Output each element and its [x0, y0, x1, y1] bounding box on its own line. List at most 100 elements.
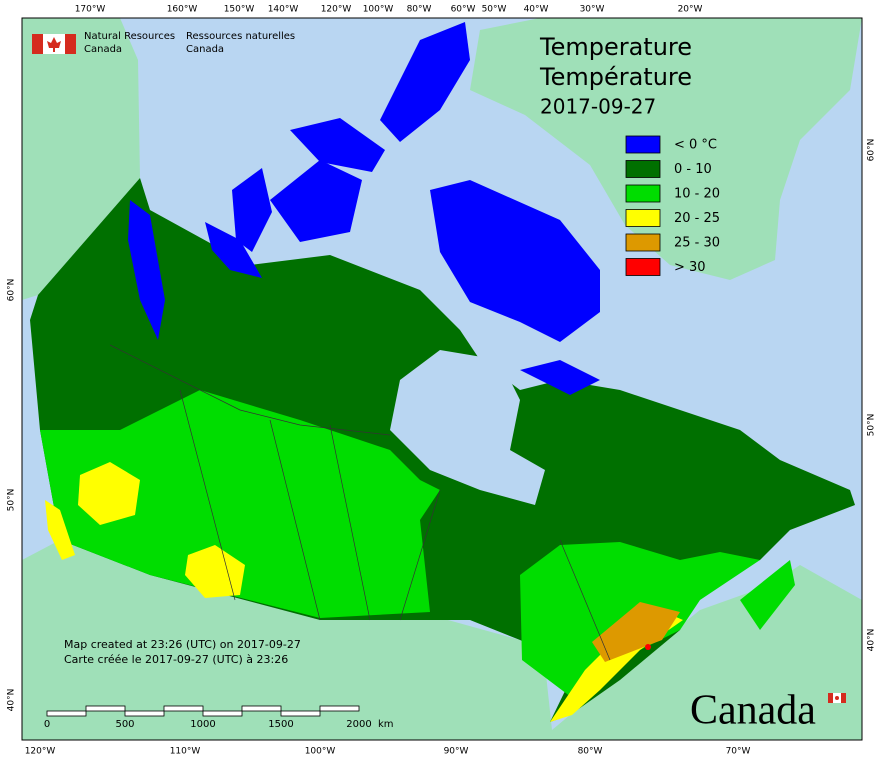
scale-segment: [124, 710, 165, 717]
graticule-right: 40°N: [867, 629, 877, 652]
border: [329, 424, 371, 621]
graticule-bottom: 120°W: [25, 747, 56, 757]
scale-segment: [319, 705, 360, 712]
graticule-right: 50°N: [867, 414, 877, 437]
zone-10-20-west: [40, 390, 440, 618]
graticule-top: 170°W: [75, 5, 106, 15]
legend-label: 0 - 10: [674, 162, 712, 177]
legend-swatch: [625, 209, 661, 227]
scale-segment: [163, 705, 204, 712]
graticule-top: 120°W: [321, 5, 352, 15]
united-states: [22, 540, 862, 740]
wordmark-text: Canada: [690, 688, 816, 734]
maple-leaf: [47, 37, 61, 52]
wordmark-leaf: [835, 696, 839, 700]
labrador-coast: [520, 360, 600, 395]
zone-20-25-bc: [78, 462, 140, 525]
zone-20-25-prairie: [185, 545, 245, 598]
flag-band: [65, 34, 76, 54]
arctic-islands: [290, 118, 385, 172]
flag-band: [32, 34, 43, 54]
zone-10-20-maritimes: [740, 560, 795, 630]
arctic-coast: [205, 222, 262, 278]
graticule-bottom: 80°W: [578, 747, 603, 757]
wordmark-flag: [841, 693, 846, 703]
border: [179, 389, 236, 601]
graticule-top: 80°W: [407, 5, 432, 15]
zone-over-30: [645, 644, 651, 650]
zone-20-25-coast: [45, 500, 75, 560]
legend-label: > 30: [674, 260, 706, 275]
greenland: [470, 18, 862, 280]
baffin: [430, 180, 600, 342]
graticule-bottom: 70°W: [726, 747, 751, 757]
scale-segment: [241, 705, 282, 712]
scale-label: 0: [44, 719, 50, 730]
agency-fr: Canada: [186, 44, 224, 55]
border: [399, 489, 441, 621]
graticule-left: 40°N: [7, 689, 17, 712]
scale-unit: km: [378, 719, 394, 730]
hudson-bay: [390, 350, 545, 505]
graticule-bottom: 100°W: [305, 747, 336, 757]
yukon-mountains: [128, 200, 165, 340]
scale-segment: [202, 710, 243, 717]
graticule-right: 60°N: [867, 139, 877, 162]
scale-segment: [280, 710, 321, 717]
graticule-top: 30°W: [580, 5, 605, 15]
legend: < 0 °C 0 - 10 10 - 20 20 - 25 25 - 30 > 30: [625, 135, 720, 276]
graticule-top: 60°W: [451, 5, 476, 15]
graticule-top: 50°W: [482, 5, 507, 15]
legend-swatch: [625, 135, 661, 154]
graticule-top: 100°W: [363, 5, 394, 15]
graticule-left: 60°N: [7, 279, 17, 302]
zone-25-30: [592, 602, 680, 662]
agency-fr: Ressources naturelles: [186, 31, 295, 42]
graticule-top: 20°W: [678, 5, 703, 15]
legend-label: 25 - 30: [674, 236, 720, 251]
scale-label: 1500: [268, 719, 293, 730]
graticule-top: 140°W: [268, 5, 299, 15]
legend-swatch: [625, 160, 661, 178]
alaska-siberia: [22, 18, 140, 300]
legend-label: 10 - 20: [674, 187, 720, 202]
graticule-top: 150°W: [224, 5, 255, 15]
title: Température: [539, 63, 692, 91]
scale-label: 1000: [190, 719, 215, 730]
legend-swatch: [625, 184, 661, 203]
map-frame: [21, 17, 863, 741]
border: [559, 539, 611, 661]
date: 2017-09-27: [540, 95, 656, 119]
legend-label: < 0 °C: [674, 138, 717, 153]
scale-bar: 0 500 1000 1500 2000 km: [44, 705, 394, 730]
credit: Carte créée le 2017-09-27 (UTC) à 23:26: [64, 653, 288, 666]
nrcan-flag: [32, 34, 76, 54]
wordmark-flag: [828, 693, 833, 703]
victoria-island: [270, 160, 362, 242]
graticule-left: 50°N: [7, 489, 17, 512]
graticule-top: 40°W: [524, 5, 549, 15]
ellesmere: [380, 22, 470, 142]
province-borders: [109, 344, 611, 661]
legend-swatch: [625, 233, 661, 252]
agency-en: Canada: [84, 44, 122, 55]
border: [269, 419, 321, 621]
graticule-top: 160°W: [167, 5, 198, 15]
graticule-bottom: 90°W: [444, 747, 469, 757]
scale-segment: [85, 705, 126, 712]
wordmark: Canada: [690, 688, 846, 734]
credit: Map created at 23:26 (UTC) on 2017-09-27: [64, 638, 301, 651]
agency-en: Natural Resources: [84, 31, 175, 42]
banks-island: [232, 168, 272, 252]
scale-label: 500: [115, 719, 134, 730]
legend-swatch: [625, 258, 661, 276]
legend-label: 20 - 25: [674, 211, 720, 226]
title: Temperature: [539, 33, 692, 61]
border: [109, 344, 391, 436]
frame-border: [21, 17, 863, 741]
graticule-bottom: 110°W: [170, 747, 201, 757]
scale-segment: [46, 710, 87, 717]
scale-label: 2000: [346, 719, 371, 730]
graticule-labels: 170°W 160°W 150°W 140°W 120°W 100°W 80°W 60°W 50…: [7, 5, 877, 757]
